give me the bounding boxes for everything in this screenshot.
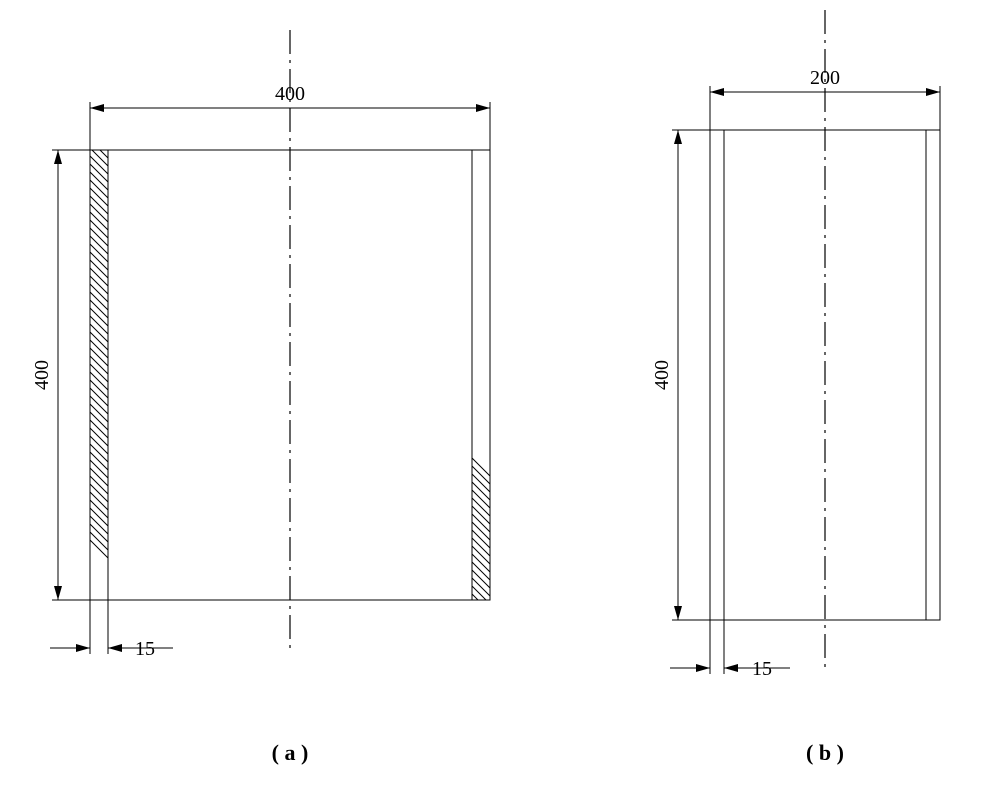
svg-text:15: 15 <box>752 658 772 680</box>
svg-text:400: 400 <box>31 360 53 390</box>
svg-text:400: 400 <box>275 83 305 105</box>
svg-text:( a ): ( a ) <box>272 740 309 765</box>
svg-text:200: 200 <box>810 67 840 89</box>
svg-text:15: 15 <box>135 638 155 660</box>
svg-text:400: 400 <box>651 360 673 390</box>
svg-text:( b ): ( b ) <box>806 740 844 765</box>
